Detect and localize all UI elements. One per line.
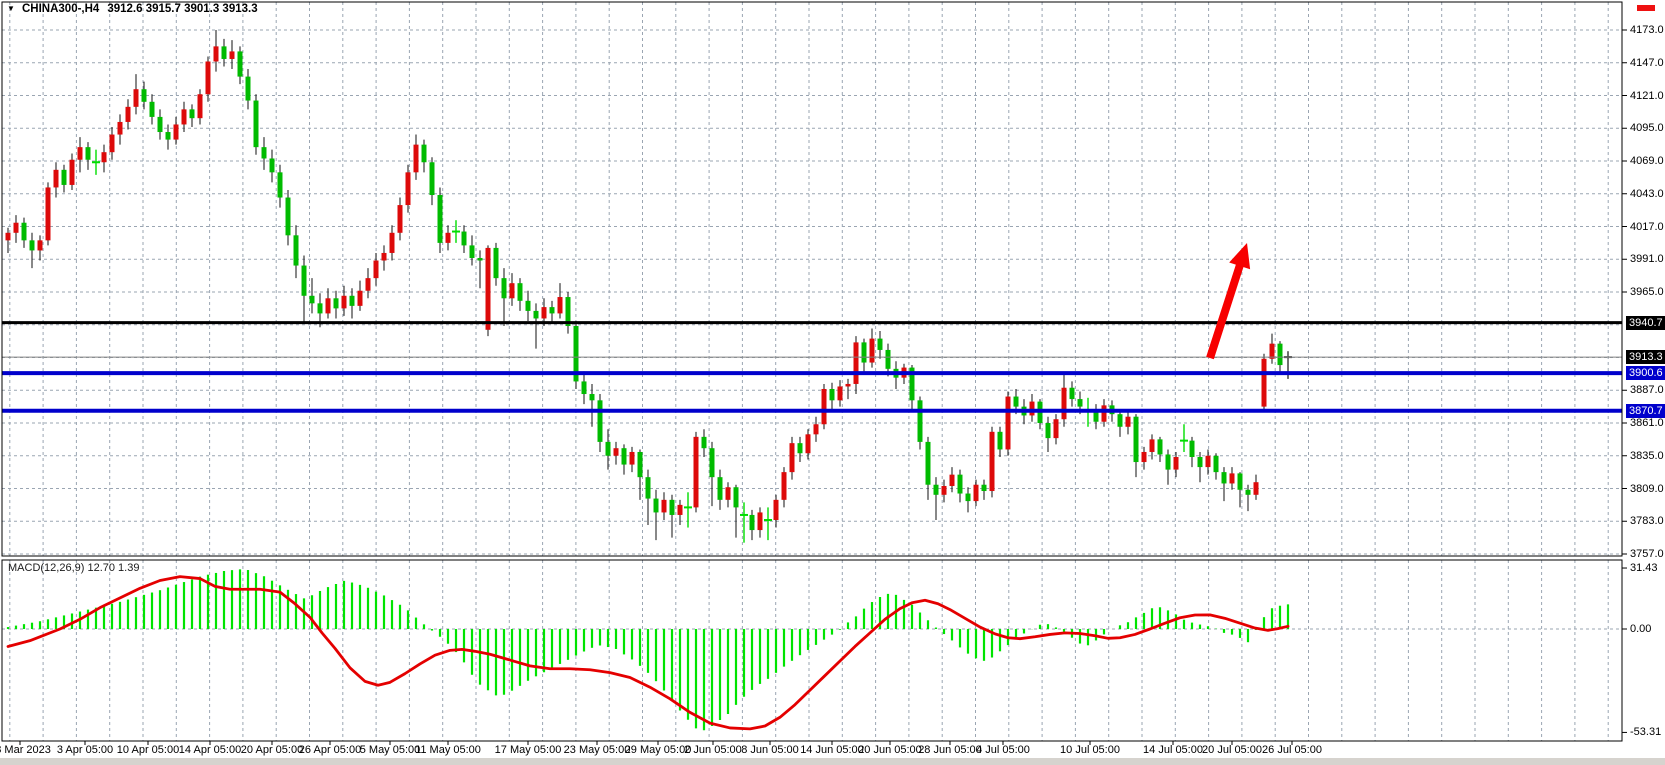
date-label: 11 May 05:00 (415, 744, 481, 756)
price-tick-label: 4147.0 (1630, 56, 1664, 69)
macd-histogram (6, 569, 1290, 731)
date-label: 28 Jun 05:00 (918, 744, 982, 756)
date-label: 17 May 05:00 (494, 744, 562, 756)
price-badge: 3900.6 (1626, 366, 1665, 381)
price-badge: 3913.3 (1626, 350, 1665, 365)
price-tick-label: 3887.0 (1630, 384, 1664, 397)
macd-indicator-label: MACD(12,26,9) 12.70 1.39 (8, 562, 140, 574)
symbol-dropdown-icon[interactable]: ▼ (7, 4, 15, 13)
date-label: 20 Jul 05:00 (1202, 744, 1262, 756)
price-tick-label: 3965.0 (1630, 286, 1664, 298)
date-label: 14 Jul 05:00 (1143, 744, 1203, 756)
ohlc-quotes: 3912.6 3915.7 3901.3 3913.3 (107, 3, 258, 15)
date-label: 5 May 05:00 (359, 744, 421, 756)
date-label: 26 Apr 05:00 (298, 744, 362, 756)
date-label: 20 Apr 05:00 (240, 744, 304, 756)
trend-arrow (1206, 243, 1251, 360)
price-tick-label: 4017.0 (1630, 220, 1664, 233)
panel-borders (1, 1, 1623, 742)
price-tick-label: 4069.0 (1630, 155, 1664, 167)
chart-title: CHINA300-,H4 3912.6 3915.7 3901.3 3913.3 (22, 3, 258, 15)
price-tick-label: 4121.0 (1630, 89, 1664, 102)
alert-indicator (1637, 5, 1655, 11)
date-label: 2 Jun 05:00 (684, 744, 742, 756)
candles-layer (5, 30, 1292, 543)
price-tick-label: 4095.0 (1630, 122, 1664, 135)
date-label: 20 Jun 05:00 (858, 744, 922, 756)
date-label: 23 May 05:00 (563, 744, 631, 756)
window-bottom-edge (0, 758, 1665, 765)
date-label: 14 Apr 05:00 (178, 744, 242, 756)
price-tick-label: 4043.0 (1630, 187, 1664, 200)
symbol-period-label: CHINA300-,H4 (22, 3, 100, 15)
price-tick-label: 3783.0 (1630, 515, 1664, 528)
date-label: 26 Jul 05:00 (1262, 744, 1322, 756)
level-lines (2, 321, 1622, 413)
price-tick-label: 3809.0 (1630, 482, 1664, 495)
date-label: 3 Apr 05:00 (56, 744, 114, 756)
axis-tick-marks (19, 29, 1627, 745)
price-tick-label: 3757.0 (1630, 548, 1664, 560)
macd-signal-line (6, 575, 1290, 731)
macd-tick-label: 0.00 (1630, 623, 1652, 635)
price-tick-label: 3835.0 (1630, 449, 1664, 462)
price-tick-label: 3991.0 (1630, 253, 1664, 266)
date-label: 8 Jun 05:00 (741, 744, 799, 756)
date-label: 4 Jul 05:00 (976, 744, 1030, 756)
price-badge: 3870.7 (1626, 403, 1665, 418)
date-label: 14 Jun 05:00 (800, 744, 864, 756)
date-label: 29 May 05:00 (624, 744, 692, 756)
price-tick-label: 3861.0 (1630, 417, 1664, 429)
macd-tick-label: -53.31 (1630, 726, 1662, 739)
date-label: 10 Apr 05:00 (116, 744, 180, 756)
macd-tick-label: 31.43 (1630, 562, 1658, 575)
date-label: 28 Mar 2023 (0, 744, 51, 756)
price-badge: 3940.7 (1626, 315, 1665, 330)
date-label: 10 Jul 05:00 (1060, 744, 1120, 756)
price-tick-label: 4173.0 (1630, 24, 1664, 36)
